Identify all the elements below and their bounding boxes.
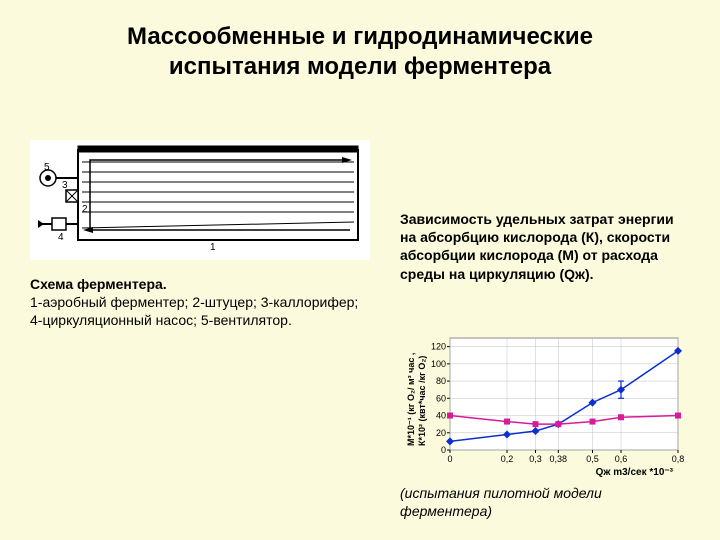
footnote: (испытания пилотной модели ферментера) [400,485,690,520]
svg-text:40: 40 [436,411,446,421]
schematic-label-5: 5 [44,162,50,173]
schematic-label-1: 1 [210,242,216,253]
svg-text:80: 80 [436,376,446,386]
schematic-caption: Схема ферментера. 1-аэробный ферментер; … [30,275,360,330]
svg-text:0,3: 0,3 [529,454,542,464]
schematic-caption-title: Схема ферментера. [30,276,167,292]
schematic-caption-body: 1-аэробный ферментер; 2-штуцер; 3-каллор… [30,294,358,328]
svg-text:М*10⁻¹ (кг О₂/ м³ час ,К*10² (: М*10⁻¹ (кг О₂/ м³ час ,К*10² (квт*час /к… [406,353,427,446]
svg-text:0,5: 0,5 [586,454,599,464]
schematic-label-3: 3 [62,180,68,191]
svg-text:0,6: 0,6 [615,454,628,464]
svg-text:0,8: 0,8 [672,454,685,464]
svg-text:60: 60 [436,393,446,403]
svg-text:100: 100 [431,359,446,369]
svg-text:Qж m3/сек *10⁻³: Qж m3/сек *10⁻³ [596,467,674,478]
schematic-label-2: 2 [82,204,88,215]
chart-caption: Зависимость удельных затрат энергии на а… [400,210,690,283]
page-title: Массообменные и гидродинамические испыта… [0,0,720,92]
svg-text:0,2: 0,2 [501,454,514,464]
svg-text:0: 0 [447,454,452,464]
schematic-label-4: 4 [58,232,64,243]
svg-text:0,38: 0,38 [550,454,568,464]
schematic-diagram: 5 3 2 4 1 [30,140,370,260]
svg-text:120: 120 [431,342,446,352]
svg-text:0: 0 [441,445,446,455]
svg-text:20: 20 [436,428,446,438]
chart: 0 20 40 60 80 100 120 0 0,2 0,3 0,38 0,5 0,6 0,8 Qж m3… [400,330,690,480]
